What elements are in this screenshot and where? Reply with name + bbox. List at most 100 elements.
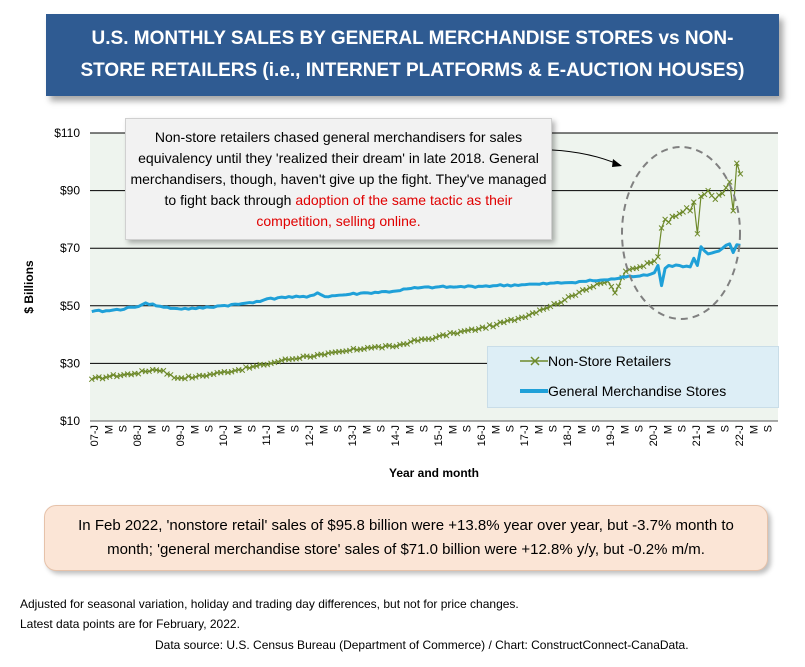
non-store-point — [501, 319, 507, 326]
non-store-point — [350, 345, 357, 352]
non-store-point — [454, 330, 461, 337]
non-store-point — [486, 322, 493, 328]
non-store-point — [415, 337, 421, 344]
x-tick-label: 07-J — [89, 425, 101, 446]
non-store-point — [544, 305, 550, 311]
non-store-point — [687, 207, 694, 214]
x-tick-label: M — [576, 425, 588, 434]
non-store-point — [655, 253, 661, 260]
non-store-point — [475, 325, 482, 332]
x-tick-label: 10-J — [218, 425, 230, 446]
x-tick-label: S — [720, 425, 732, 432]
x-tick-label: S — [462, 425, 474, 432]
y-tick-label: $70 — [60, 241, 80, 255]
non-store-point — [533, 309, 539, 316]
chart-title-banner: U.S. MONTHLY SALES BY GENERAL MERCHANDIS… — [46, 14, 779, 96]
x-tick-label: M — [705, 425, 717, 434]
non-store-point — [615, 283, 622, 290]
non-store-point — [203, 373, 210, 379]
y-tick-labels: $10 $30 $50 $70 $90 $110 — [54, 126, 80, 428]
non-store-point — [522, 314, 529, 321]
non-store-point — [554, 301, 561, 307]
non-store-point — [690, 199, 697, 205]
non-store-point — [576, 289, 582, 296]
x-tick-label: M — [490, 425, 502, 434]
non-store-point — [540, 306, 547, 313]
x-tick-label: M — [189, 425, 201, 434]
non-store-point — [264, 361, 271, 368]
non-store-point — [321, 351, 328, 358]
callout-arrowhead — [612, 159, 622, 167]
x-tick-label: 15-J — [433, 425, 445, 446]
non-store-point — [407, 338, 414, 345]
x-tick-label: S — [419, 425, 431, 432]
non-store-point — [526, 312, 532, 318]
x-tick-label: 12-J — [304, 425, 316, 446]
non-store-point — [723, 184, 729, 191]
non-store-point — [185, 373, 192, 380]
x-tick-label: 17-J — [519, 425, 531, 446]
non-store-point — [443, 332, 450, 339]
x-tick-label: 09-J — [175, 425, 187, 446]
non-store-point — [114, 373, 120, 380]
series-general-merchandise — [91, 242, 741, 314]
non-store-point — [651, 258, 658, 265]
non-store-point — [192, 374, 199, 380]
x-tick-label: 14-J — [390, 425, 402, 446]
x-tick-label: S — [204, 425, 216, 432]
callout-highlight: adoption of the same tactic as their com… — [256, 191, 513, 229]
non-store-point — [515, 315, 522, 322]
x-tick-label: 11-J — [261, 425, 273, 446]
x-tick-label: S — [763, 425, 775, 432]
footnote-latest: Latest data points are for February, 202… — [20, 617, 240, 631]
non-store-point — [716, 192, 722, 198]
legend-marker-non-store — [520, 356, 548, 366]
y-tick-label: $30 — [60, 356, 80, 370]
x-tick-label: S — [333, 425, 345, 432]
non-store-point — [429, 336, 436, 343]
non-store-point — [228, 368, 235, 375]
x-tick-label: M — [275, 425, 287, 434]
non-store-point — [436, 333, 443, 339]
footnote-source: Data source: U.S. Census Bureau (Departm… — [155, 638, 689, 652]
series-non-store-retailers — [88, 160, 744, 383]
summary-box: In Feb 2022, 'nonstore retail' sales of … — [44, 505, 768, 571]
x-tick-label: M — [103, 425, 115, 434]
x-tick-label: M — [146, 425, 158, 434]
non-store-point — [96, 374, 102, 380]
non-store-point — [612, 289, 618, 296]
callout-text: Non-store retailers chased general merch… — [130, 128, 547, 208]
non-store-point — [733, 160, 740, 167]
x-tick-label: 18-J — [562, 425, 574, 446]
x-tick-label: M — [662, 425, 674, 434]
non-store-point — [182, 375, 188, 382]
non-store-point — [676, 210, 683, 217]
legend-item-non-store: Non-Store Retailers — [488, 351, 671, 371]
non-store-point — [311, 353, 317, 360]
general-merchandise-line — [91, 242, 741, 314]
x-tick-label: S — [247, 425, 259, 432]
x-tick-label: M — [533, 425, 545, 434]
x-tick-label: M — [447, 425, 459, 434]
chart-title: U.S. MONTHLY SALES BY GENERAL MERCHANDIS… — [80, 28, 745, 81]
non-store-point — [404, 341, 410, 347]
non-store-point — [128, 371, 135, 378]
annotation-callout: Non-store retailers chased general merch… — [125, 118, 552, 240]
x-tick-label: S — [591, 425, 603, 432]
non-store-point — [737, 171, 744, 177]
non-store-point — [110, 372, 117, 378]
non-store-point — [698, 193, 704, 200]
non-store-point — [465, 327, 471, 334]
non-store-point — [583, 287, 590, 293]
non-store-point — [88, 376, 95, 383]
non-store-point — [658, 225, 665, 231]
non-store-point — [361, 346, 367, 352]
x-tick-label: M — [232, 425, 244, 434]
non-store-point — [726, 179, 733, 185]
x-tick-label: S — [548, 425, 560, 432]
x-tick-label: M — [404, 425, 416, 434]
x-tick-label: 21-J — [691, 425, 703, 446]
non-store-point — [633, 265, 640, 272]
non-store-point — [730, 207, 737, 214]
non-store-point — [565, 294, 572, 300]
